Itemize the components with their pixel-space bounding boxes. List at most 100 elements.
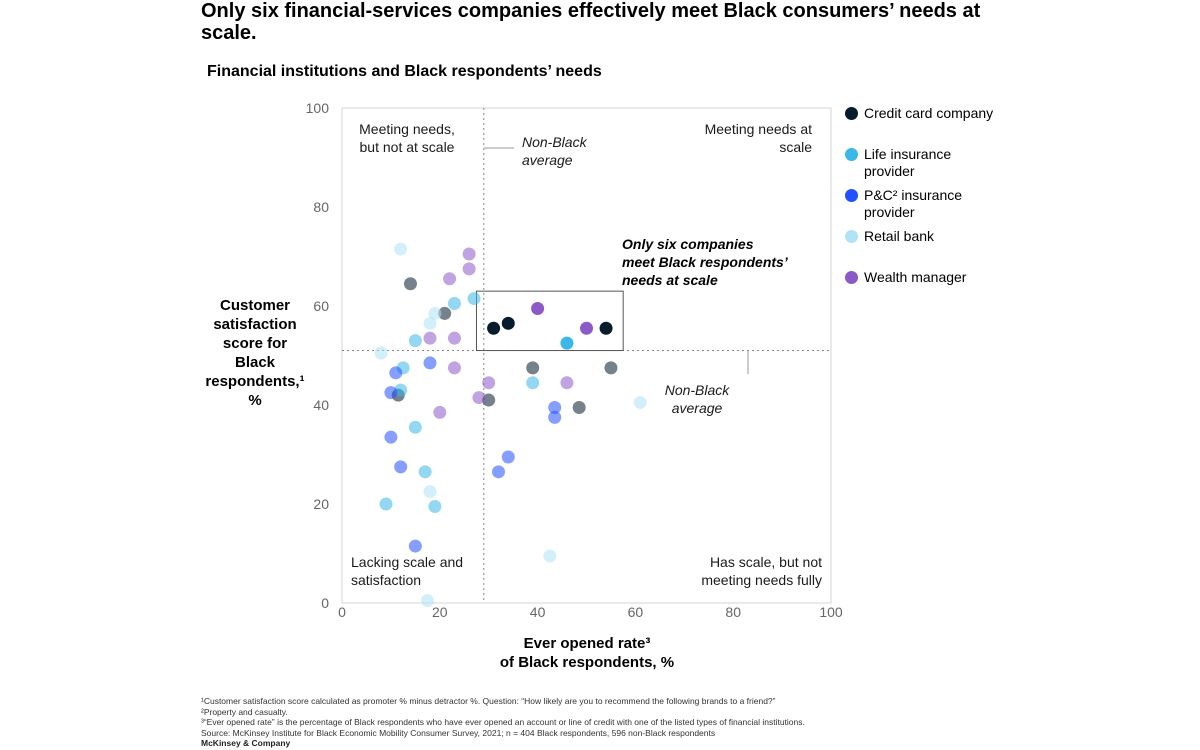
footnotes: ¹Customer satisfaction score calculated … (201, 696, 961, 749)
data-point (462, 262, 476, 276)
footnote-source: Source: McKinsey Institute for Black Eco… (201, 727, 716, 738)
y-tick-label: 40 (313, 397, 329, 413)
quadrant-label-bottom-left: Lacking scale and satisfaction (351, 554, 463, 588)
data-point (487, 321, 501, 335)
data-point (408, 334, 422, 348)
data-point (379, 497, 393, 511)
legend-label: Credit card company (864, 105, 994, 121)
data-point (389, 366, 403, 380)
data-point (526, 361, 540, 375)
data-point (423, 331, 437, 345)
x-tick-label: 80 (725, 604, 741, 620)
data-point (408, 420, 422, 434)
legend-item: Credit card company (845, 105, 1005, 122)
data-point (560, 336, 574, 350)
series-p-c-insurance-provider (384, 356, 562, 553)
series-wealth-manager (423, 247, 593, 419)
brand-name: McKinsey & Company (201, 738, 291, 748)
legend-label: Life insurance provider (864, 146, 952, 179)
data-point (438, 306, 452, 320)
data-point (374, 346, 388, 360)
data-point (599, 321, 613, 335)
x-tick-label: 60 (628, 604, 644, 620)
data-point (580, 321, 593, 335)
legend-marker (845, 230, 858, 243)
data-point (423, 485, 437, 499)
data-point (543, 549, 557, 563)
series-life-insurance-provider (379, 292, 574, 513)
data-point (394, 460, 408, 474)
legend-marker (845, 189, 858, 202)
legend-marker (845, 271, 858, 284)
data-point (548, 400, 562, 414)
x-tick-label: 100 (819, 604, 843, 620)
data-point (408, 539, 422, 553)
data-point (462, 247, 476, 261)
y-tick-label: 0 (321, 595, 329, 611)
data-point (548, 410, 562, 424)
non-black-average-label-y: Non-Black average (665, 382, 731, 416)
y-tick-label: 60 (313, 298, 329, 314)
non-black-average-label-x: Non-Black average (522, 134, 588, 168)
data-point (572, 400, 586, 414)
footnote-2: ²Property and casualty. (201, 706, 288, 717)
data-point (423, 356, 437, 370)
legend-marker (845, 107, 858, 120)
data-point (394, 242, 408, 256)
x-tick-label: 40 (530, 604, 546, 620)
data-point (443, 272, 457, 286)
data-point (482, 376, 496, 390)
quadrant-label-bottom-right: Has scale, but not meeting needs fully (701, 554, 822, 588)
legend-item: Retail bank (845, 228, 1005, 245)
series-retail-bank (374, 242, 647, 608)
quadrant-label-top-left: Meeting needs, but not at scale (359, 121, 455, 155)
legend-label: P&C² insurance provider (864, 187, 963, 220)
legend-label: Wealth manager (864, 269, 967, 285)
data-point (447, 331, 461, 345)
data-point (421, 594, 435, 608)
footnote-3: ³“Ever opened rate” is the percentage of… (201, 717, 805, 727)
data-point (482, 393, 496, 407)
chart-subtitle: Financial institutions and Black respond… (207, 63, 602, 80)
data-point (447, 297, 461, 311)
data-point (384, 430, 398, 444)
y-tick-label: 100 (306, 100, 330, 116)
data-point (501, 450, 515, 464)
data-point (447, 361, 461, 375)
y-tick-label: 20 (313, 496, 329, 512)
series-credit-card-company (391, 277, 618, 414)
data-point (418, 465, 432, 479)
data-point (531, 301, 545, 315)
data-point (604, 361, 618, 375)
x-tick-label: 0 (338, 604, 346, 620)
footnote-1: ¹Customer satisfaction score calculated … (201, 696, 776, 706)
legend-item: Life insurance provider (845, 146, 1005, 180)
data-point (423, 316, 437, 330)
data-point (560, 376, 574, 390)
plot-area (341, 107, 832, 604)
legend-item: Wealth manager (845, 269, 1005, 286)
x-tick-label: 20 (432, 604, 448, 620)
page-title: Only six financial-services companies ef… (201, 0, 981, 44)
y-axis-label: Customer satisfaction score for Black respon… (205, 297, 304, 409)
data-point (526, 376, 540, 390)
data-point (491, 465, 505, 479)
data-point (394, 383, 408, 397)
legend-item: P&C² insurance provider (845, 187, 1005, 221)
data-point (428, 499, 442, 513)
data-point (467, 292, 481, 306)
legend-marker (845, 148, 858, 161)
callout-text: Only six companies meet Black respondents… (622, 236, 789, 288)
data-point (472, 391, 486, 405)
callout-box (475, 290, 624, 352)
data-point (501, 316, 515, 330)
legend-label: Retail bank (864, 228, 935, 244)
quadrant-label-top-right: Meeting needs at scale (705, 121, 813, 155)
data-point (433, 405, 447, 419)
data-point (384, 386, 398, 400)
x-axis-label: Ever opened rate³ of Black respondents, % (500, 635, 674, 671)
y-tick-label: 80 (313, 199, 329, 215)
data-point (403, 277, 417, 291)
data-point (633, 396, 647, 410)
